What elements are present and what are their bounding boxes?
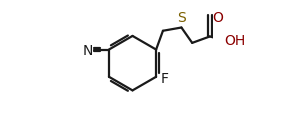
Text: N: N: [82, 43, 93, 57]
Text: S: S: [177, 11, 186, 25]
Text: F: F: [160, 71, 168, 85]
Text: O: O: [212, 11, 223, 25]
Text: OH: OH: [224, 34, 245, 48]
